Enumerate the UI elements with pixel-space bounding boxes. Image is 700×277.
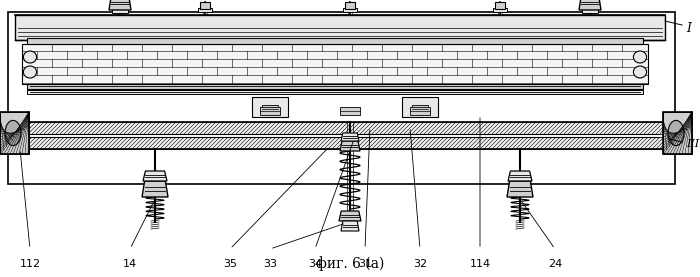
Bar [12,137,668,149]
Ellipse shape [23,51,36,63]
Bar [493,8,507,12]
Bar [198,8,212,12]
Bar [12,122,668,134]
Polygon shape [339,211,361,221]
Text: I: I [686,22,691,35]
Polygon shape [340,141,360,151]
Text: 114: 114 [470,259,491,269]
Bar [27,38,643,44]
Bar [27,84,643,89]
Ellipse shape [23,66,36,78]
Polygon shape [341,133,359,141]
Bar [8,12,675,184]
Ellipse shape [634,51,647,63]
Polygon shape [143,171,167,181]
Bar [262,105,278,113]
Bar [663,112,692,154]
Bar [252,97,288,117]
Bar [200,2,210,9]
Bar [343,8,357,12]
Bar [410,107,430,115]
Text: 32: 32 [413,259,427,269]
Bar [663,112,692,154]
Polygon shape [508,171,532,181]
Text: 33: 33 [263,259,277,269]
Polygon shape [579,0,601,10]
Ellipse shape [5,120,21,146]
Ellipse shape [668,120,684,146]
Bar [260,107,280,115]
Text: 24: 24 [548,259,562,269]
Text: 35: 35 [223,259,237,269]
Bar [582,9,598,13]
Ellipse shape [634,66,647,78]
Text: 31: 31 [358,259,372,269]
Text: 34: 34 [308,259,322,269]
Polygon shape [507,181,533,197]
Bar [0,112,29,154]
Polygon shape [341,221,359,231]
Bar [0,112,29,154]
Bar [15,15,665,40]
Bar [402,97,438,117]
Bar [112,9,128,13]
Bar [12,122,668,149]
Bar [412,105,428,113]
Bar [345,2,355,9]
Bar [17,134,663,137]
Text: III: III [686,139,699,149]
Text: 112: 112 [20,259,41,269]
Bar [340,107,360,115]
Polygon shape [109,0,131,10]
Bar [27,90,643,94]
Bar [22,44,648,84]
Text: 14: 14 [123,259,137,269]
Text: фиг. 6 (а): фиг. 6 (а) [316,256,384,271]
Bar [495,2,505,9]
Polygon shape [142,181,168,197]
